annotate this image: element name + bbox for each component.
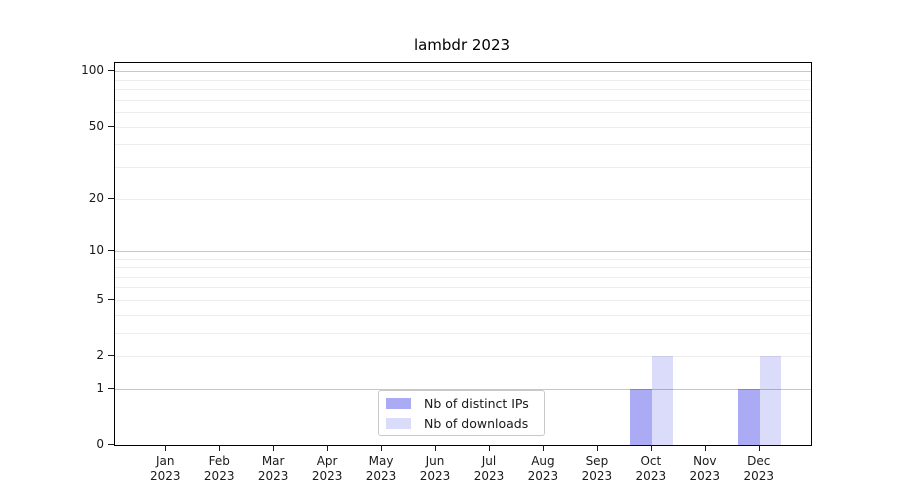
- y-tick-label: 20: [88, 190, 104, 205]
- gridline-major: [115, 71, 811, 73]
- gridline-major: [115, 250, 811, 252]
- y-tick: [108, 249, 114, 251]
- legend-label-distinct-ips: Nb of distinct IPs: [424, 395, 529, 411]
- legend-item-downloads: Nb of downloads: [386, 416, 536, 431]
- gridline-minor: [115, 198, 811, 200]
- gridline-minor: [115, 258, 811, 260]
- x-tick: [327, 445, 329, 451]
- x-tick: [596, 445, 598, 451]
- y-tick-label: 0: [96, 437, 104, 451]
- x-tick-label-feb: Feb 2023: [203, 454, 235, 483]
- x-tick-label-nov: Nov 2023: [689, 454, 721, 483]
- y-tick: [108, 70, 114, 72]
- x-tick-label-apr: Apr 2023: [311, 454, 343, 483]
- x-tick-label-dec: Dec 2023: [743, 454, 774, 483]
- y-tick: [108, 387, 114, 389]
- x-tick: [704, 445, 706, 451]
- gridline-minor: [115, 314, 811, 316]
- bar-dec-distinct-ips: [738, 388, 760, 445]
- y-tick: [108, 444, 114, 445]
- x-tick: [542, 445, 544, 451]
- gridline-minor: [115, 166, 811, 168]
- gridline-major: [115, 388, 811, 390]
- chart-title: lambdr 2023: [413, 36, 511, 54]
- y-tick-label: 2: [96, 348, 104, 363]
- x-tick-label-sep: Sep 2023: [581, 454, 613, 483]
- x-tick-label-may: May 2023: [365, 454, 397, 483]
- gridline-minor: [115, 79, 811, 81]
- y-tick-label: 5: [96, 291, 104, 306]
- gridline-minor: [115, 144, 811, 146]
- gridline-minor: [115, 126, 811, 128]
- x-tick-label-aug: Aug 2023: [527, 454, 559, 483]
- y-tick-label: 50: [88, 118, 104, 133]
- y-tick: [108, 298, 114, 300]
- y-tick-label: 100: [81, 63, 104, 78]
- x-tick-label-mar: Mar 2023: [257, 454, 289, 483]
- gridline-minor: [115, 267, 811, 269]
- legend: Nb of distinct IPs Nb of downloads: [378, 390, 545, 436]
- y-tick-label: 10: [88, 242, 104, 257]
- gridline-minor: [115, 112, 811, 114]
- x-tick: [758, 445, 760, 451]
- legend-item-distinct-ips: Nb of distinct IPs: [386, 396, 536, 411]
- x-tick: [219, 445, 221, 451]
- gridline-minor: [115, 276, 811, 278]
- y-tick: [108, 355, 114, 357]
- plot-area: [114, 62, 812, 446]
- x-tick: [650, 445, 652, 451]
- y-tick: [108, 197, 114, 199]
- bar-dec-downloads: [759, 356, 782, 445]
- x-tick-label-jun: Jun 2023: [419, 454, 451, 483]
- x-tick: [165, 445, 167, 451]
- bar-oct-downloads: [651, 356, 674, 445]
- x-tick: [273, 445, 275, 451]
- gridline-minor: [115, 99, 811, 101]
- x-tick: [435, 445, 437, 451]
- legend-swatch-downloads: [386, 417, 411, 429]
- gridline-minor: [115, 287, 811, 289]
- bar-oct-distinct-ips: [630, 388, 652, 445]
- x-tick-label-oct: Oct 2023: [635, 454, 667, 483]
- gridline-minor: [115, 89, 811, 91]
- legend-swatch-distinct-ips: [386, 397, 411, 409]
- legend-label-downloads: Nb of downloads: [424, 415, 529, 431]
- y-tick-label: 1: [96, 380, 104, 395]
- gridline-minor: [115, 356, 811, 358]
- x-tick-label-jan: Jan 2023: [149, 454, 181, 483]
- gridline-minor: [115, 299, 811, 301]
- y-tick: [108, 125, 114, 127]
- gridline-minor: [115, 332, 811, 334]
- x-tick: [381, 445, 383, 451]
- x-tick: [488, 445, 490, 451]
- x-tick-label-jul: Jul 2023: [473, 454, 505, 483]
